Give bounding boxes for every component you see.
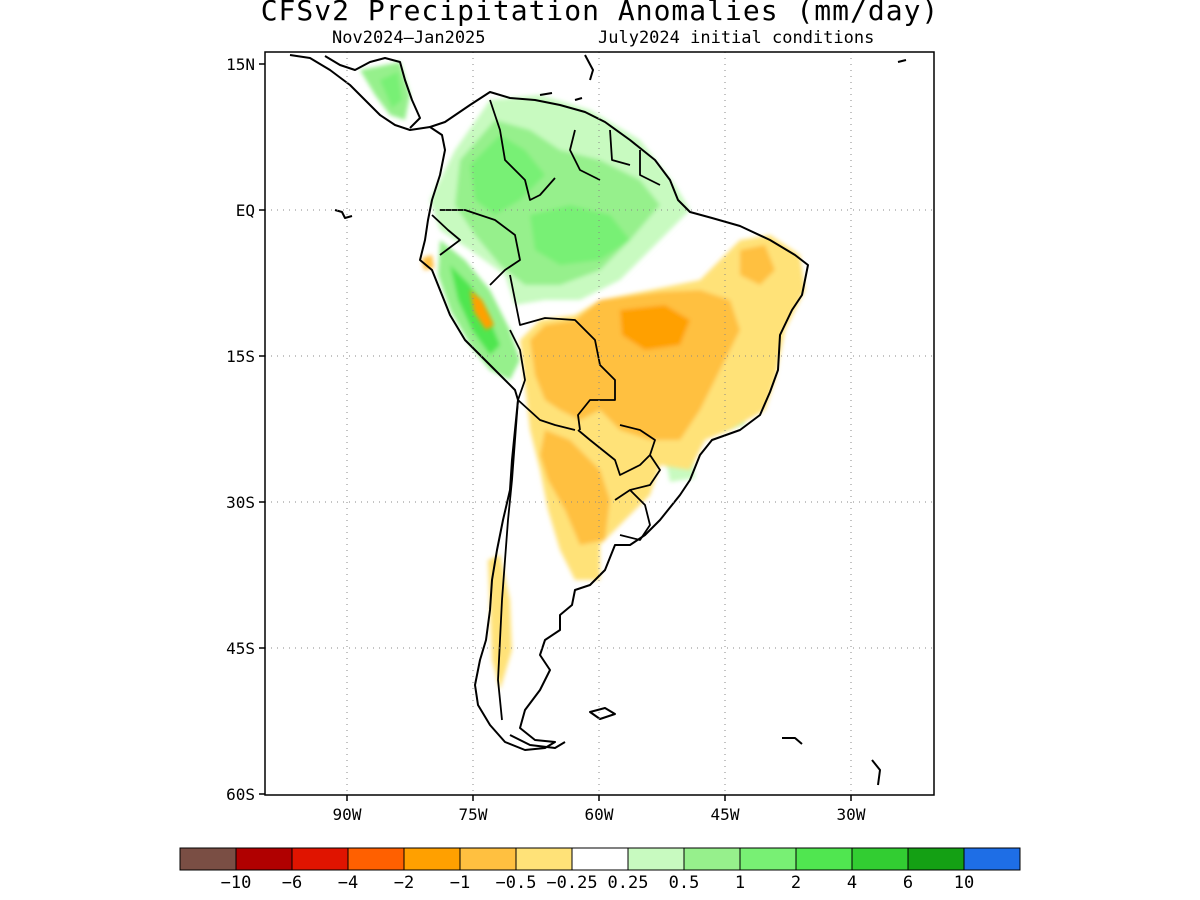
lat-label-30s: 30S — [226, 493, 255, 512]
guianas-borders — [609, 129, 661, 186]
wet-region-central-america-core — [380, 72, 402, 108]
colorbar-swatch — [459, 847, 517, 871]
colorbar-swatch — [235, 847, 293, 871]
colorbar: −10 −6 −4 −2 −1 −0.5 −0.25 0.25 0.5 1 2 4 6 10 — [179, 847, 1021, 893]
lat-label-15s: 15S — [226, 347, 255, 366]
caribbean-islands — [539, 54, 907, 101]
peru-bolivia-border — [509, 329, 526, 401]
colorbar-swatch — [627, 847, 685, 871]
colorbar-swatch — [683, 847, 741, 871]
argentina-chile-border — [497, 399, 519, 721]
lon-label-90w: 90W — [333, 805, 362, 824]
dry-region-northeast — [740, 245, 775, 285]
wet-region-amazon — [530, 205, 630, 265]
colorbar-swatch — [795, 847, 853, 871]
bolivia-argentina-border — [517, 399, 576, 431]
lat-label-45s: 45S — [226, 639, 255, 658]
colorbar-label: 0.5 — [669, 873, 700, 893]
central-america-coastline — [289, 54, 431, 131]
dry-region-strong-core — [620, 305, 690, 350]
colombia-peru-border — [440, 209, 521, 286]
colorbar-label: −10 — [221, 873, 252, 893]
venezuela-guyana-border — [569, 129, 601, 181]
colorbar-label: −0.25 — [546, 873, 597, 893]
colorbar-label: −1 — [450, 873, 470, 893]
colorbar-label: 6 — [903, 873, 913, 893]
lon-label-60w: 60W — [585, 805, 614, 824]
dry-anomaly-regions — [422, 235, 805, 690]
colorbar-label: −6 — [282, 873, 302, 893]
subtitle-initial-conditions: July2024 initial conditions — [598, 28, 875, 48]
south-sandwich-islands — [871, 759, 881, 786]
brazil-west-border — [509, 274, 616, 431]
lon-label-30w: 30W — [837, 805, 866, 824]
uruguay-border — [614, 489, 651, 541]
lon-label-75w: 75W — [459, 805, 488, 824]
colorbar-swatch — [963, 847, 1021, 871]
south-georgia — [782, 737, 803, 745]
colorbar-label: 2 — [791, 873, 801, 893]
lon-label-45w: 45W — [711, 805, 740, 824]
ecuador-border — [431, 214, 461, 256]
colorbar-swatch — [739, 847, 797, 871]
colorbar-swatch — [571, 847, 629, 871]
colorbar-swatch — [347, 847, 405, 871]
colorbar-label: −4 — [338, 873, 358, 893]
subtitle-period: Nov2024–Jan2025 — [332, 28, 486, 48]
colorbar-swatch — [291, 847, 349, 871]
colorbar-label: −2 — [394, 873, 414, 893]
colorbar-label: 0.25 — [608, 873, 649, 893]
lat-label-15n: 15N — [226, 55, 255, 74]
coastlines — [289, 54, 907, 786]
colorbar-swatch — [851, 847, 909, 871]
tierra-del-fuego — [509, 734, 566, 749]
map-title: CFSv2 Precipitation Anomalies (mm/day) — [260, 0, 940, 27]
dry-region-ecuador-spot — [422, 255, 434, 270]
falkland-islands — [589, 707, 616, 720]
colorbar-swatch — [179, 847, 237, 871]
anomaly-field — [360, 62, 805, 690]
colorbar-label: 10 — [954, 873, 974, 893]
paraguay-border — [577, 424, 656, 476]
colorbar-swatch — [515, 847, 573, 871]
colorbar-label: 1 — [735, 873, 745, 893]
dry-region-southern — [540, 430, 610, 545]
tick-marks — [259, 63, 852, 801]
lat-label-60s: 60S — [226, 785, 255, 804]
colorbar-swatch — [403, 847, 461, 871]
colorbar-label: −0.5 — [496, 873, 537, 893]
wet-region-mid-north — [470, 135, 545, 215]
south-america-coastline — [419, 91, 809, 751]
colorbar-swatch — [907, 847, 965, 871]
colombia-venezuela-border — [489, 99, 556, 201]
colorbar-label: 4 — [847, 873, 857, 893]
country-borders — [431, 99, 661, 721]
lat-label-eq: EQ — [236, 201, 255, 220]
dry-region-peru-coast — [470, 290, 494, 330]
brazil-argentina-border — [629, 454, 661, 491]
galapagos-islands — [334, 209, 353, 219]
